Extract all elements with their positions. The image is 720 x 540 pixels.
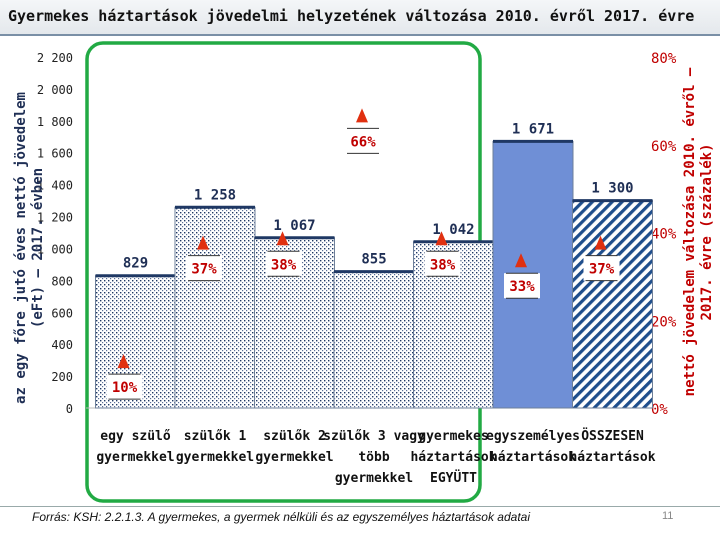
y2-tick-label: 80% [651,51,677,67]
bar-value-label: 1 671 [512,121,554,137]
change-triangle [435,231,448,246]
change-box [265,251,302,277]
bar [333,271,415,409]
y-tick-label: 1 200 [37,211,73,225]
y-tick-label: 1 000 [37,242,73,256]
change-triangle [515,253,527,268]
y-tick-label: 1 600 [37,147,73,161]
change-label: 66% [350,134,376,150]
y2-axis-title: nettó jövedelem változása 2010. évről –2… [682,67,715,396]
y-tick-label: 2 200 [37,51,73,65]
change-triangle [276,231,289,246]
change-box [186,255,222,281]
title-bar: Gyermekes háztartások jövedelmi helyzeté… [0,0,720,36]
y-tick-label: 2 000 [37,83,73,97]
page-number: 11 [662,510,674,522]
bar-value-label: 829 [123,256,148,272]
bar-value-label: 1 042 [432,222,474,238]
category-label: szülők 1 gyermekkel [176,429,254,465]
change-triangle [594,235,607,250]
bar [174,206,256,409]
footer-divider [0,506,720,507]
bar-value-label: 855 [361,252,386,268]
category-label: gyermekes háztartások EGYÜTT [410,429,496,486]
bar [572,200,653,409]
y2-tick-label: 40% [651,227,677,243]
change-label: 37% [589,262,615,278]
change-label: 33% [509,279,535,295]
bar-value-label: 1 300 [591,181,633,197]
bar-value-label: 1 258 [194,187,236,203]
category-label: egyszemélyes háztartások [486,429,580,465]
change-label: 38% [430,257,456,273]
category-label: szülők 2 gyermekkel [255,429,333,465]
category-label: ÖSSZESEN háztartások [569,428,655,465]
change-label: 38% [271,257,297,273]
y-tick-label: 400 [51,338,73,352]
y-tick-label: 600 [51,306,73,320]
y-axis-title: az egy főre jutó éves nettó jövedelem(eF… [13,92,46,404]
y-tick-label: 200 [51,370,73,384]
y-tick-label: 1 400 [37,179,73,193]
category-label: egy szülő gyermekkel [96,429,174,465]
source-note: Forrás: KSH: 2.2.1.3. A gyermekes, a gye… [32,510,530,524]
change-box [424,251,461,277]
change-box [106,374,143,400]
y-tick-label: 800 [51,274,73,288]
category-label: szülők 3 vagy több gyermekkel [323,429,425,486]
y-tick-label: 0 [66,402,73,416]
change-box [583,255,620,281]
change-triangle [356,108,368,123]
y2-tick-label: 20% [651,314,677,330]
change-triangle [117,354,130,369]
y-tick-label: 1 800 [37,115,73,129]
change-label: 10% [112,380,138,396]
y2-tick-label: 60% [651,139,677,155]
y2-tick-label: 0% [651,402,668,418]
change-triangle [197,235,209,250]
change-box [345,128,381,154]
bar-value-label: 1 067 [273,218,315,234]
change-label: 37% [191,262,217,278]
page-title: Gyermekes háztartások jövedelmi helyzeté… [8,7,695,25]
change-box [504,273,540,299]
